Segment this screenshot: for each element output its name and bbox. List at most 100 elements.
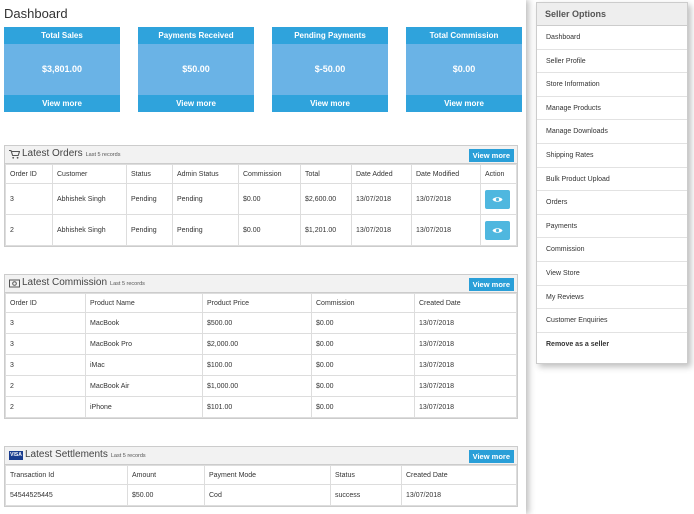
card-total-sales: Total Sales $3,801.00 View more <box>4 27 120 112</box>
table-row: 3 Abhishek Singh Pending Pending $0.00 $… <box>5 183 517 215</box>
cell: 2 <box>5 214 53 246</box>
sidebar-item-bulk-product-upload[interactable]: Bulk Product Upload <box>537 168 687 192</box>
cell: $0.00 <box>238 183 301 215</box>
cell: 13/07/2018 <box>351 183 412 215</box>
page-title: Dashboard <box>4 6 68 21</box>
card-view-more-link[interactable]: View more <box>272 95 388 112</box>
cell: Abhishek Singh <box>52 183 127 215</box>
cell: $100.00 <box>202 354 312 376</box>
sidebar-item-manage-products[interactable]: Manage Products <box>537 97 687 121</box>
cell: iMac <box>85 354 203 376</box>
column-header: Created Date <box>401 465 517 485</box>
cell: $0.00 <box>238 214 301 246</box>
panel-subtitle: Last 5 records <box>85 152 121 158</box>
cell: $50.00 <box>127 484 205 506</box>
cell: Cod <box>204 484 331 506</box>
panel-title: Latest Commission Last 5 records <box>22 277 145 288</box>
sidebar-item-manage-downloads[interactable]: Manage Downloads <box>537 120 687 144</box>
cell: 13/07/2018 <box>401 484 517 506</box>
cell: 13/07/2018 <box>411 183 481 215</box>
cell: 3 <box>5 183 53 215</box>
column-header: Order ID <box>5 293 86 313</box>
eye-icon <box>492 196 503 202</box>
seller-options-panel: Seller Options Dashboard Seller Profile … <box>536 2 688 364</box>
sidebar-item-dashboard[interactable]: Dashboard <box>537 26 687 50</box>
card-title: Payments Received <box>138 27 254 44</box>
view-order-button[interactable] <box>485 220 510 240</box>
dashboard-sheet: Dashboard Total Sales $3,801.00 View mor… <box>4 6 522 507</box>
cell: 2 <box>5 375 86 397</box>
cell: $0.00 <box>311 375 415 397</box>
card-title: Total Commission <box>406 27 522 44</box>
card-pending-payments: Pending Payments $-50.00 View more <box>272 27 388 112</box>
card-value: $50.00 <box>182 64 210 74</box>
visa-icon: VISA <box>9 451 23 460</box>
cell: MacBook Pro <box>85 333 203 355</box>
sidebar-item-orders[interactable]: Orders <box>537 191 687 215</box>
cell: 3 <box>5 333 86 355</box>
column-header: Commission <box>311 293 415 313</box>
card-view-more-link[interactable]: View more <box>406 95 522 112</box>
cell: Pending <box>126 183 173 215</box>
card-view-more-link[interactable]: View more <box>138 95 254 112</box>
sidebar-item-remove-seller[interactable]: Remove as a seller <box>546 340 610 348</box>
orders-view-more-button[interactable]: View more <box>468 149 514 162</box>
table-header-row: Order ID Customer Status Admin Status Co… <box>5 164 517 184</box>
sidebar-item-store-information[interactable]: Store Information <box>537 73 687 97</box>
view-order-button[interactable] <box>485 189 510 209</box>
action-cell <box>480 214 517 246</box>
card-total-commission: Total Commission $0.00 View more <box>406 27 522 112</box>
cell: MacBook Air <box>85 375 203 397</box>
sidebar-item-my-reviews[interactable]: My Reviews <box>537 286 687 310</box>
money-icon <box>9 279 20 288</box>
sidebar-item-seller-profile[interactable]: Seller Profile <box>537 50 687 74</box>
sidebar-item-customer-enquiries[interactable]: Customer Enquiries <box>537 309 687 333</box>
table-row: 2 iPhone $101.00 $0.00 13/07/2018 <box>5 396 517 418</box>
sidebar-item-view-store[interactable]: View Store <box>537 262 687 286</box>
panel-header: VISA Latest Settlements Last 5 records Vi… <box>5 447 517 465</box>
cell: $1,000.00 <box>202 375 312 397</box>
sidebar-item-shipping-rates[interactable]: Shipping Rates <box>537 144 687 168</box>
settlements-view-more-button[interactable]: View more <box>468 450 514 463</box>
cell: 13/07/2018 <box>414 312 517 334</box>
orders-table: Order ID Customer Status Admin Status Co… <box>5 164 517 246</box>
cell: 13/07/2018 <box>414 396 517 418</box>
table-row: 2 MacBook Air $1,000.00 $0.00 13/07/2018 <box>5 375 517 397</box>
table-header-row: Order ID Product Name Product Price Comm… <box>5 293 517 313</box>
latest-settlements-panel: VISA Latest Settlements Last 5 records Vi… <box>4 446 518 507</box>
card-value: $3,801.00 <box>41 64 83 74</box>
column-header: Product Price <box>202 293 312 313</box>
commission-view-more-button[interactable]: View more <box>468 278 514 291</box>
column-header: Product Name <box>85 293 203 313</box>
card-value: $0.00 <box>452 64 476 74</box>
table-header-row: Transaction Id Amount Payment Mode Statu… <box>5 465 517 485</box>
column-header: Status <box>126 164 173 184</box>
cell: Abhishek Singh <box>52 214 127 246</box>
latest-commission-panel: Latest Commission Last 5 records View mor… <box>4 274 518 419</box>
card-view-more-link[interactable]: View more <box>4 95 120 112</box>
table-row: 3 MacBook Pro $2,000.00 $0.00 13/07/2018 <box>5 333 517 355</box>
column-header: Action <box>480 164 517 184</box>
eye-icon <box>492 227 503 233</box>
sidebar-item-payments[interactable]: Payments <box>537 215 687 239</box>
sidebar-title: Seller Options <box>537 3 687 26</box>
cell: MacBook <box>85 312 203 334</box>
panel-subtitle: Last 5 records <box>110 281 145 287</box>
cell: Pending <box>172 183 239 215</box>
action-cell <box>480 183 517 215</box>
cell: $0.00 <box>311 354 415 376</box>
table-row: 3 MacBook $500.00 $0.00 13/07/2018 <box>5 312 517 334</box>
card-payments-received: Payments Received $50.00 View more <box>138 27 254 112</box>
commission-table: Order ID Product Name Product Price Comm… <box>5 293 517 418</box>
sidebar-item-commission[interactable]: Commission <box>537 238 687 262</box>
table-row: 3 iMac $100.00 $0.00 13/07/2018 <box>5 354 517 376</box>
cell: 13/07/2018 <box>414 354 517 376</box>
column-header: Payment Mode <box>204 465 331 485</box>
panel-header: Latest Orders Last 5 records View more <box>5 146 517 164</box>
card-title: Total Sales <box>4 27 120 44</box>
cell: success <box>330 484 402 506</box>
cell: 3 <box>5 354 86 376</box>
cell: 2 <box>5 396 86 418</box>
column-header: Date Modified <box>411 164 481 184</box>
settlements-table: Transaction Id Amount Payment Mode Statu… <box>5 465 517 506</box>
